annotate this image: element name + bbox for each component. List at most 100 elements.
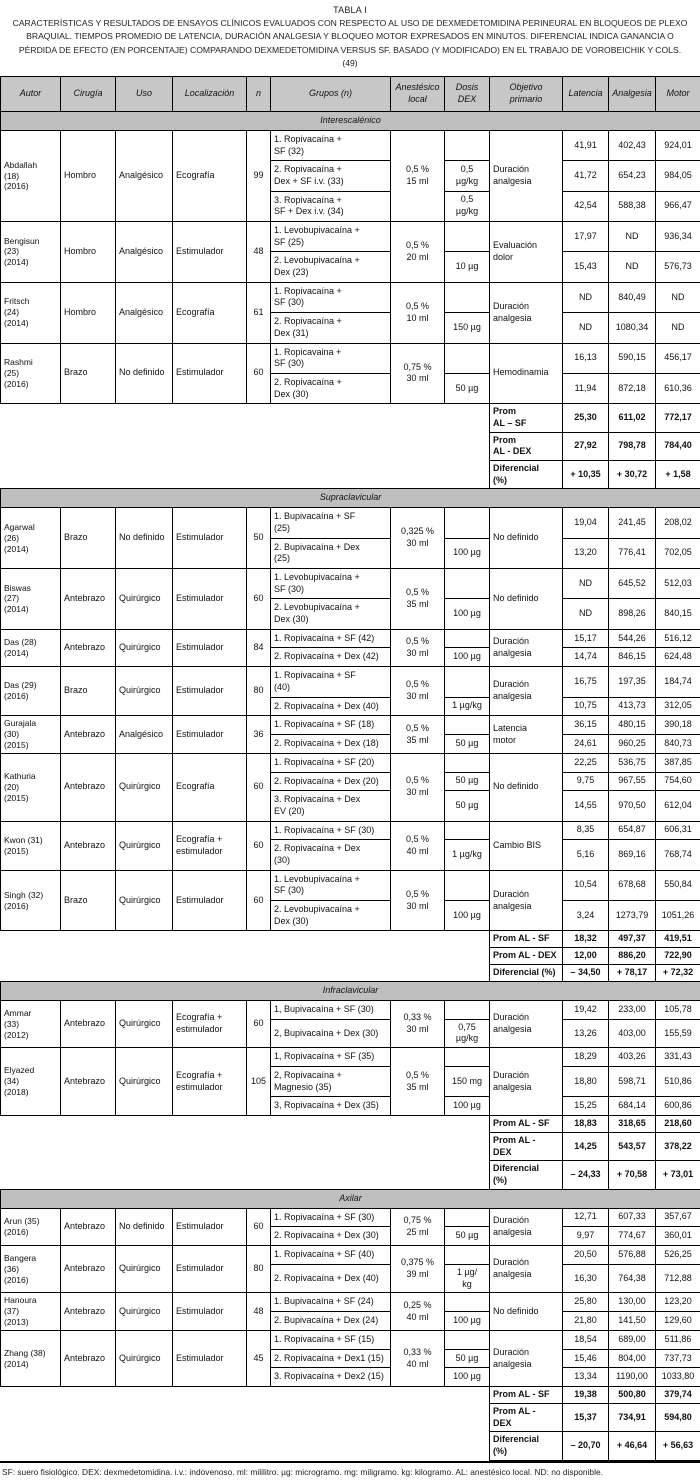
cell-motor: 606,31 — [656, 821, 700, 840]
summary-label: Prom AL - DEX — [490, 1132, 563, 1160]
cell-dosis — [445, 716, 490, 735]
cell-motor: 516,12 — [656, 629, 700, 648]
cell-latencia: 12,71 — [563, 1208, 609, 1227]
cell-motor: 312,05 — [656, 697, 700, 716]
summary-motor: 772,17 — [656, 404, 700, 432]
cell-latencia: 41,91 — [563, 130, 609, 160]
summary-label: Diferencial (%) — [490, 461, 563, 489]
cell-localizacion: Ecografía — [173, 282, 247, 343]
cell-n: 50 — [247, 508, 271, 569]
summary-label: Prom AL – SF — [490, 404, 563, 432]
cell-grupo: 2. Bupivacaína + Dex (24) — [271, 1312, 391, 1331]
summary-spacer — [1, 965, 490, 982]
cell-localizacion: Estimulador — [173, 667, 247, 716]
cell-analgesia: ND — [609, 252, 656, 282]
cell-dosis — [445, 1048, 490, 1067]
cell-latencia: 13,20 — [563, 538, 609, 568]
cell-cirugia: Antebrazo — [61, 1293, 116, 1331]
cell-autor: Bangera (36) (2016) — [1, 1245, 61, 1292]
cell-latencia: 9,97 — [563, 1227, 609, 1246]
summary-label: Diferencial (%) — [490, 1161, 563, 1189]
cell-dosis: 0,5 µg/kg — [445, 191, 490, 221]
cell-grupo: 2, Bupivacaína + Dex (30) — [271, 1019, 391, 1048]
summary-motor: + 73,01 — [656, 1161, 700, 1189]
cell-latencia: 15,46 — [563, 1349, 609, 1368]
cell-uso: Quirúrgico — [116, 667, 173, 716]
summary-motor: 784,40 — [656, 432, 700, 460]
cell-analgesia: 1190,00 — [609, 1368, 656, 1387]
summary-spacer — [1, 1132, 490, 1160]
section-header: Interescalénico — [1, 112, 700, 131]
cell-motor: 360,01 — [656, 1227, 700, 1246]
cell-motor: 576,73 — [656, 252, 700, 282]
cell-grupo: 2. Ropivacaína + Dex (31) — [271, 313, 391, 343]
cell-grupo: 2. Ropivacaína + Dex (42) — [271, 648, 391, 667]
cell-grupo: 3. Ropivacaína + SF + Dex i.v. (34) — [271, 191, 391, 221]
cell-grupo: 1. Ropivacaína + SF (32) — [271, 130, 391, 160]
cell-dosis: 100 µg — [445, 599, 490, 629]
cell-cirugia: Antebrazo — [61, 1000, 116, 1047]
col-header-4: n — [247, 77, 271, 112]
cell-localizacion: Estimulador — [173, 569, 247, 630]
cell-analgesia: 776,41 — [609, 538, 656, 568]
cell-dosis: 150 µg — [445, 313, 490, 343]
cell-grupo: 2. Ropivacaína + Dex (30) — [271, 840, 391, 870]
cell-anestesico: 0,5 % 30 ml — [391, 753, 445, 821]
cell-n: 99 — [247, 130, 271, 221]
cell-dosis — [445, 821, 490, 840]
summary-latencia: 27,92 — [563, 432, 609, 460]
summary-analgesia: 798,78 — [609, 432, 656, 460]
cell-grupo: 1. Ropivacaína + SF (30) — [271, 1208, 391, 1227]
cell-latencia: 10,54 — [563, 870, 609, 900]
summary-row: Diferencial (%)– 20,70+ 46,64+ 56,63 — [1, 1432, 700, 1460]
summary-motor: 218,60 — [656, 1116, 700, 1133]
cell-motor: 840,73 — [656, 735, 700, 754]
summary-analgesia: 500,80 — [609, 1387, 656, 1404]
cell-dosis — [445, 1245, 490, 1264]
cell-uso: Analgésico — [116, 282, 173, 343]
cell-motor: 1051,26 — [656, 901, 700, 931]
section-header: Axilar — [1, 1189, 700, 1208]
col-header-9: Latencia — [563, 77, 609, 112]
col-header-7: Dosis DEX — [445, 77, 490, 112]
cell-anestesico: 0,33 % 30 ml — [391, 1000, 445, 1047]
cell-analgesia: 576,88 — [609, 1245, 656, 1264]
cell-anestesico: 0,75 % 30 ml — [391, 343, 445, 404]
cell-grupo: 2. Ropivacaína + Dex (30) — [271, 373, 391, 403]
cell-grupo: 1. Ropivacaína + SF (30) — [271, 821, 391, 840]
cell-objetivo: No definido — [490, 508, 563, 569]
cell-dosis — [445, 508, 490, 538]
cell-dosis: 50 µg — [445, 1227, 490, 1246]
cell-n: 61 — [247, 282, 271, 343]
cell-latencia: 10,75 — [563, 697, 609, 716]
cell-grupo: 2. Levobupivacaína + Dex (30) — [271, 901, 391, 931]
cell-motor: 331,43 — [656, 1048, 700, 1067]
cell-latencia: 36,15 — [563, 716, 609, 735]
cell-autor: Ammar (33) (2012) — [1, 1000, 61, 1047]
cell-analgesia: 598,71 — [609, 1067, 656, 1097]
cell-analgesia: 233,00 — [609, 1000, 656, 1019]
summary-spacer — [1, 432, 490, 460]
cell-motor: 737,73 — [656, 1349, 700, 1368]
cell-dosis — [445, 282, 490, 312]
cell-localizacion: Estimulador — [173, 1331, 247, 1387]
cell-motor: 712,88 — [656, 1264, 700, 1293]
cell-autor: Singh (32) (2016) — [1, 870, 61, 931]
cell-motor: 387,85 — [656, 753, 700, 772]
cell-latencia: ND — [563, 569, 609, 599]
cell-anestesico: 0,5 % 10 ml — [391, 282, 445, 343]
cell-motor: 702,05 — [656, 538, 700, 568]
cell-objetivo: Duración analgesia — [490, 870, 563, 931]
cell-autor: Das (29) (2016) — [1, 667, 61, 716]
cell-analgesia: 840,49 — [609, 282, 656, 312]
cell-cirugia: Antebrazo — [61, 821, 116, 870]
cell-localizacion: Estimulador — [173, 629, 247, 666]
cell-objetivo: Hemodinamia — [490, 343, 563, 404]
